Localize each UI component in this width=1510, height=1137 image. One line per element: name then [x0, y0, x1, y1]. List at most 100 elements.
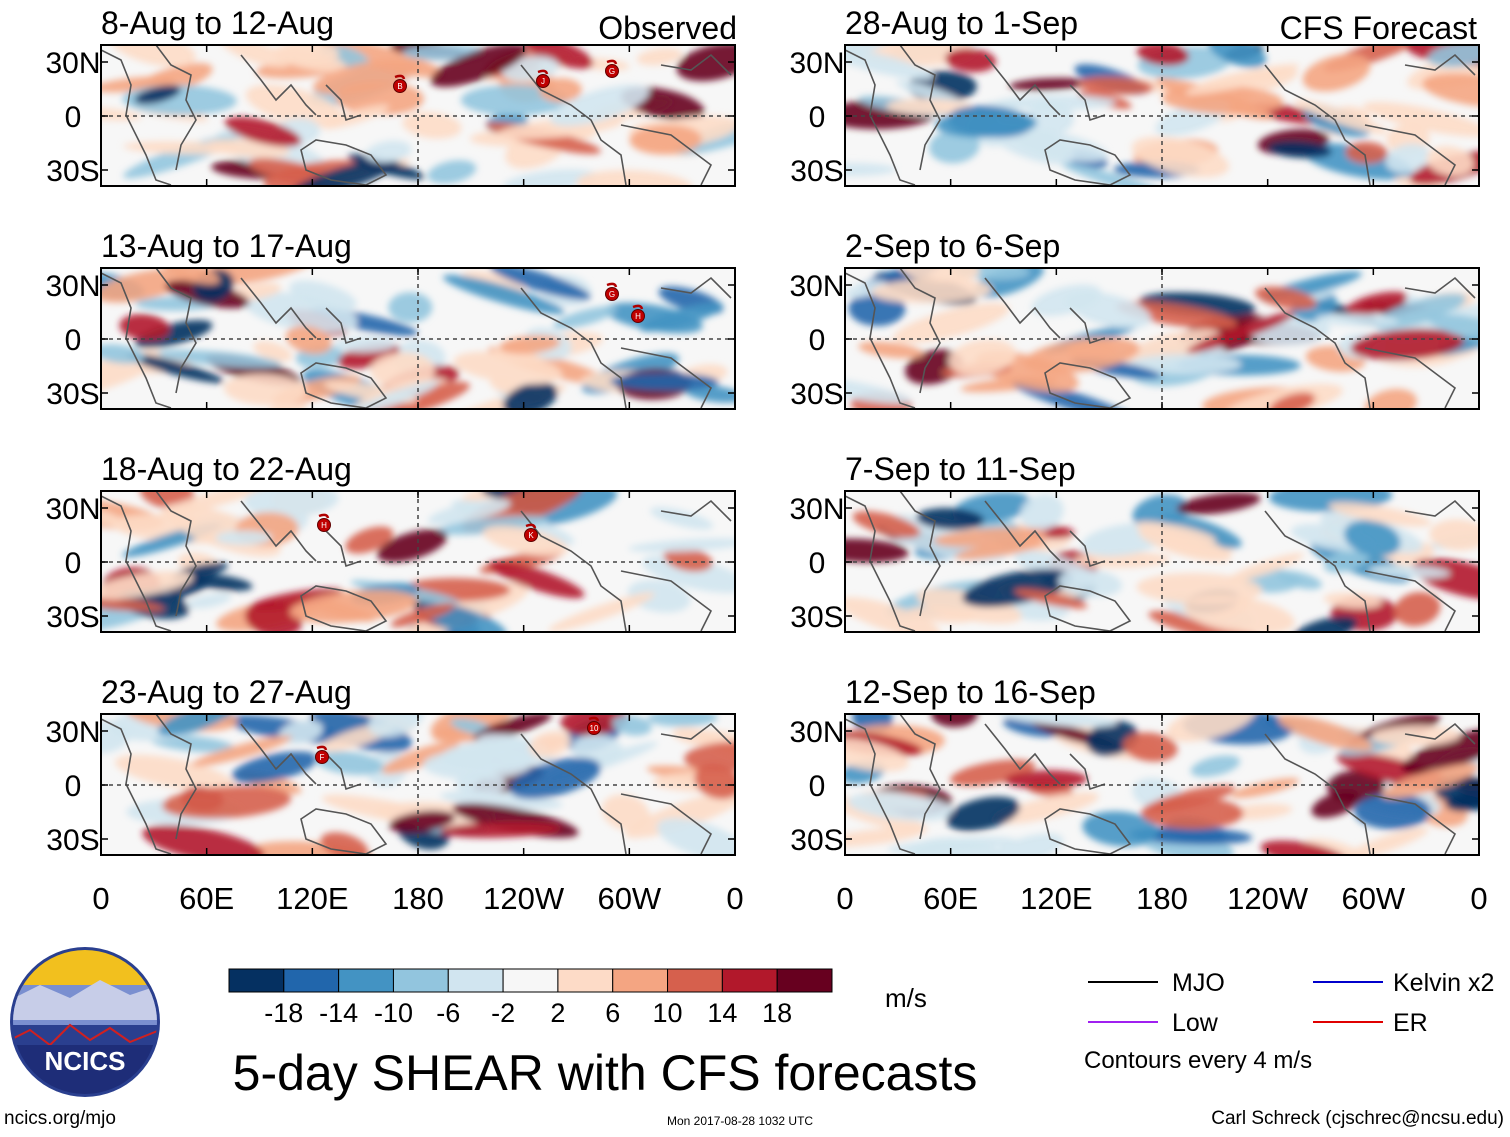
- shear-anomaly: [627, 579, 691, 613]
- lat-label: 30N: [789, 716, 844, 749]
- storm-letter: H: [321, 521, 327, 530]
- shear-anomaly: [101, 508, 127, 528]
- shear-anomaly: [427, 160, 477, 184]
- shear-anomaly: [1323, 592, 1383, 609]
- shear-anomaly: [845, 827, 925, 848]
- shear-anomaly: [1268, 141, 1332, 159]
- colorbar-swatch: [392, 968, 449, 993]
- shear-anomaly: [186, 593, 232, 609]
- shear-anomaly: [948, 339, 1016, 376]
- shear-anomaly: [365, 140, 412, 163]
- colorbar-tick-label: -14: [319, 998, 358, 1028]
- shear-anomaly: [101, 720, 130, 754]
- lon-label: 120E: [276, 881, 348, 916]
- lat-label: 30N: [45, 716, 100, 749]
- lat-label: 30S: [790, 601, 843, 634]
- lat-label: 30S: [790, 824, 843, 857]
- shear-anomaly: [368, 714, 424, 738]
- shear-anomaly: [1031, 284, 1102, 317]
- shear-anomaly: [1148, 610, 1263, 632]
- shear-anomaly: [523, 45, 594, 69]
- shear-anomaly: [845, 45, 934, 80]
- shear-anomaly: [656, 818, 735, 855]
- shear-anomaly: [489, 268, 591, 300]
- storm-marker: H: [317, 513, 331, 532]
- shear-anomaly: [345, 526, 394, 554]
- shear-anomaly: [1012, 380, 1134, 409]
- shear-anomaly: [289, 589, 418, 624]
- lon-label: 120W: [1227, 881, 1309, 916]
- shear-anomaly: [1354, 793, 1431, 830]
- shear-anomaly: [1422, 73, 1479, 108]
- shear-anomaly: [119, 313, 170, 341]
- shear-anomaly: [1363, 101, 1479, 137]
- shear-anomaly: [1078, 76, 1154, 95]
- map-panel: 18-Aug to 22-Aug: [100, 451, 736, 633]
- shear-anomaly: [388, 810, 455, 833]
- shear-anomaly: [390, 602, 456, 628]
- shear-anomaly: [694, 763, 735, 800]
- lat-label: 30N: [45, 493, 100, 526]
- legend-low-label: Low: [1172, 1009, 1219, 1037]
- shear-field: [845, 45, 1479, 186]
- shear-anomaly: [312, 58, 421, 95]
- storm-letter: J: [541, 77, 545, 86]
- colorbar-swatch: [502, 968, 559, 993]
- main-title: 5-day SHEAR with CFS forecasts: [233, 1045, 978, 1101]
- colorbar-tick-label: 14: [707, 998, 737, 1028]
- shear-anomaly: [224, 116, 302, 147]
- shear-anomaly: [641, 555, 735, 593]
- shear-anomaly: [845, 738, 909, 772]
- shear-anomaly: [314, 751, 384, 776]
- panel-date-label: 2-Sep to 6-Sep: [845, 228, 1060, 264]
- lat-label: 30N: [789, 47, 844, 80]
- lon-label: 0: [726, 881, 743, 916]
- coastlines: [101, 268, 732, 409]
- shear-anomaly: [150, 735, 235, 753]
- storm-marker: G: [605, 59, 619, 78]
- shear-anomaly: [553, 306, 618, 329]
- storm-letter: K: [528, 531, 534, 540]
- shear-anomaly: [1345, 291, 1408, 316]
- colorbar-swatch: [338, 968, 394, 993]
- panel-date-label: 8-Aug to 12-Aug: [101, 5, 334, 41]
- storm-letter: G: [609, 290, 615, 299]
- storm-marker: K: [524, 523, 538, 542]
- shear-anomaly: [945, 48, 997, 73]
- lat-label: 30N: [789, 493, 844, 526]
- shear-anomaly: [499, 335, 561, 354]
- shear-anomaly: [189, 574, 253, 591]
- shear-anomaly: [1176, 492, 1261, 515]
- shear-anomaly: [1345, 141, 1388, 164]
- colorbar-unit: m/s: [885, 983, 927, 1013]
- shear-anomaly: [916, 588, 1022, 624]
- map-panel: 7-Sep to 11-Sep: [844, 451, 1480, 633]
- lon-label: 120E: [1020, 881, 1092, 916]
- storm-letter: G: [609, 67, 615, 76]
- ncics-logo: NCICS: [10, 947, 160, 1097]
- coastlines: [845, 45, 1476, 186]
- shear-anomaly: [1393, 591, 1441, 627]
- shear-anomaly: [101, 571, 194, 600]
- shear-anomaly: [1132, 494, 1189, 530]
- shear-anomaly: [1020, 493, 1064, 531]
- shear-anomaly: [134, 85, 181, 105]
- lat-label: 0: [65, 547, 82, 580]
- map-panel: 28-Aug to 1-Sep CFS Forecast: [844, 5, 1480, 187]
- lat-label: 0: [809, 547, 826, 580]
- colorbar-swatch: [776, 968, 833, 993]
- shear-anomaly: [101, 76, 176, 93]
- shear-anomaly: [676, 45, 735, 82]
- shear-anomaly: [560, 714, 628, 736]
- shear-anomaly: [1123, 328, 1222, 366]
- colorbar-tick-label: -2: [491, 998, 515, 1028]
- legend-kelvin-label: Kelvin x2: [1393, 969, 1494, 997]
- shear-anomaly: [1328, 502, 1432, 527]
- lat-label: 30S: [46, 601, 99, 634]
- shear-anomaly: [162, 785, 292, 819]
- shear-anomaly: [1445, 791, 1479, 812]
- shear-field: [101, 45, 735, 186]
- shear-anomaly: [946, 796, 1020, 831]
- shear-anomaly: [1277, 714, 1373, 752]
- lon-label: 60W: [1341, 881, 1405, 916]
